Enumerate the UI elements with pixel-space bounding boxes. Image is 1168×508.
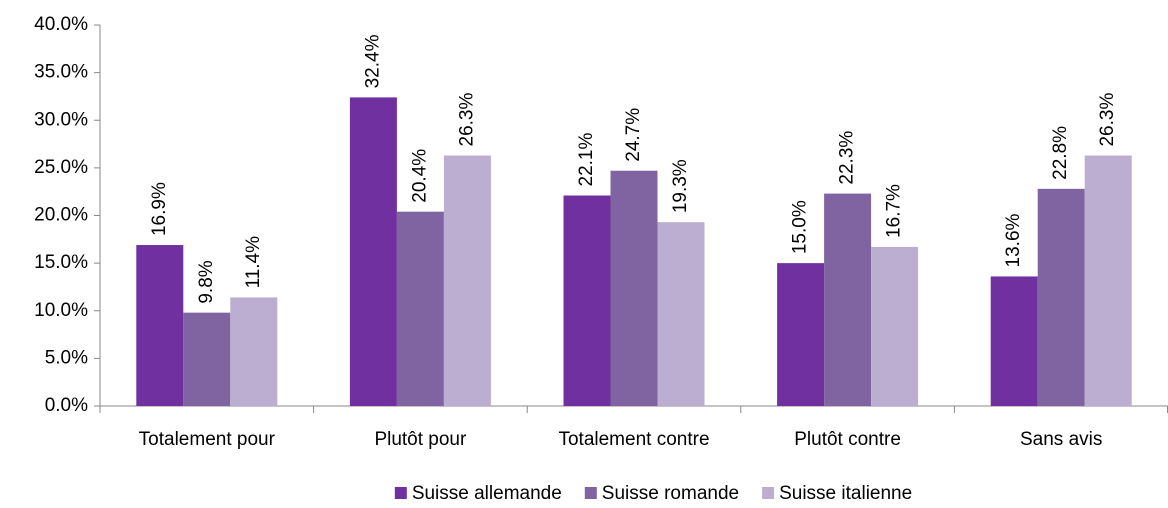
legend-label: Suisse allemande	[412, 483, 562, 504]
data-label: 26.3%	[1097, 93, 1118, 147]
data-label: 24.7%	[623, 108, 644, 162]
x-tick-label: Totalement contre	[558, 429, 709, 450]
bar	[396, 211, 444, 406]
x-tick-label: Plutôt pour	[374, 429, 467, 450]
bar	[563, 195, 611, 406]
bar	[1084, 155, 1132, 406]
legend-label: Suisse italienne	[779, 483, 912, 504]
data-label: 19.3%	[670, 159, 691, 213]
data-label: 15.0%	[790, 200, 811, 254]
bar	[443, 155, 491, 406]
legend-swatch	[394, 487, 407, 499]
data-label: 9.8%	[196, 260, 217, 303]
bar	[1037, 188, 1085, 406]
y-tick-label: 0.0%	[45, 395, 88, 416]
bar	[610, 170, 658, 406]
y-tick-label: 10.0%	[34, 300, 88, 321]
x-tick-label: Totalement pour	[139, 429, 276, 450]
legend-swatch	[584, 487, 597, 499]
data-label: 22.8%	[1050, 126, 1071, 180]
data-label: 16.7%	[884, 184, 905, 238]
data-label: 22.3%	[837, 131, 858, 185]
bar	[777, 263, 825, 406]
bar	[349, 97, 397, 406]
y-tick-label: 5.0%	[45, 347, 88, 368]
data-label: 32.4%	[362, 34, 383, 88]
bar	[230, 297, 278, 406]
y-tick-label: 30.0%	[34, 109, 88, 130]
y-tick-label: 35.0%	[34, 62, 88, 83]
bar	[657, 222, 705, 406]
data-label: 16.9%	[149, 182, 170, 236]
y-tick-label: 15.0%	[34, 252, 88, 273]
x-tick-label: Sans avis	[1020, 429, 1102, 450]
bar	[136, 245, 184, 406]
bar	[824, 193, 872, 406]
legend-label: Suisse romande	[602, 483, 739, 504]
bar	[183, 312, 231, 406]
y-tick-label: 20.0%	[34, 205, 88, 226]
data-label: 20.4%	[409, 149, 430, 203]
data-label: 26.3%	[456, 93, 477, 147]
data-label: 11.4%	[243, 236, 264, 289]
y-tick-label: 25.0%	[34, 157, 88, 178]
bar	[990, 276, 1038, 406]
y-tick-label: 40.0%	[34, 14, 88, 35]
data-label: 13.6%	[1003, 213, 1024, 267]
legend-swatch	[762, 487, 775, 499]
x-tick-label: Plutôt contre	[794, 429, 901, 450]
data-label: 22.1%	[576, 133, 597, 187]
bar	[871, 246, 919, 406]
